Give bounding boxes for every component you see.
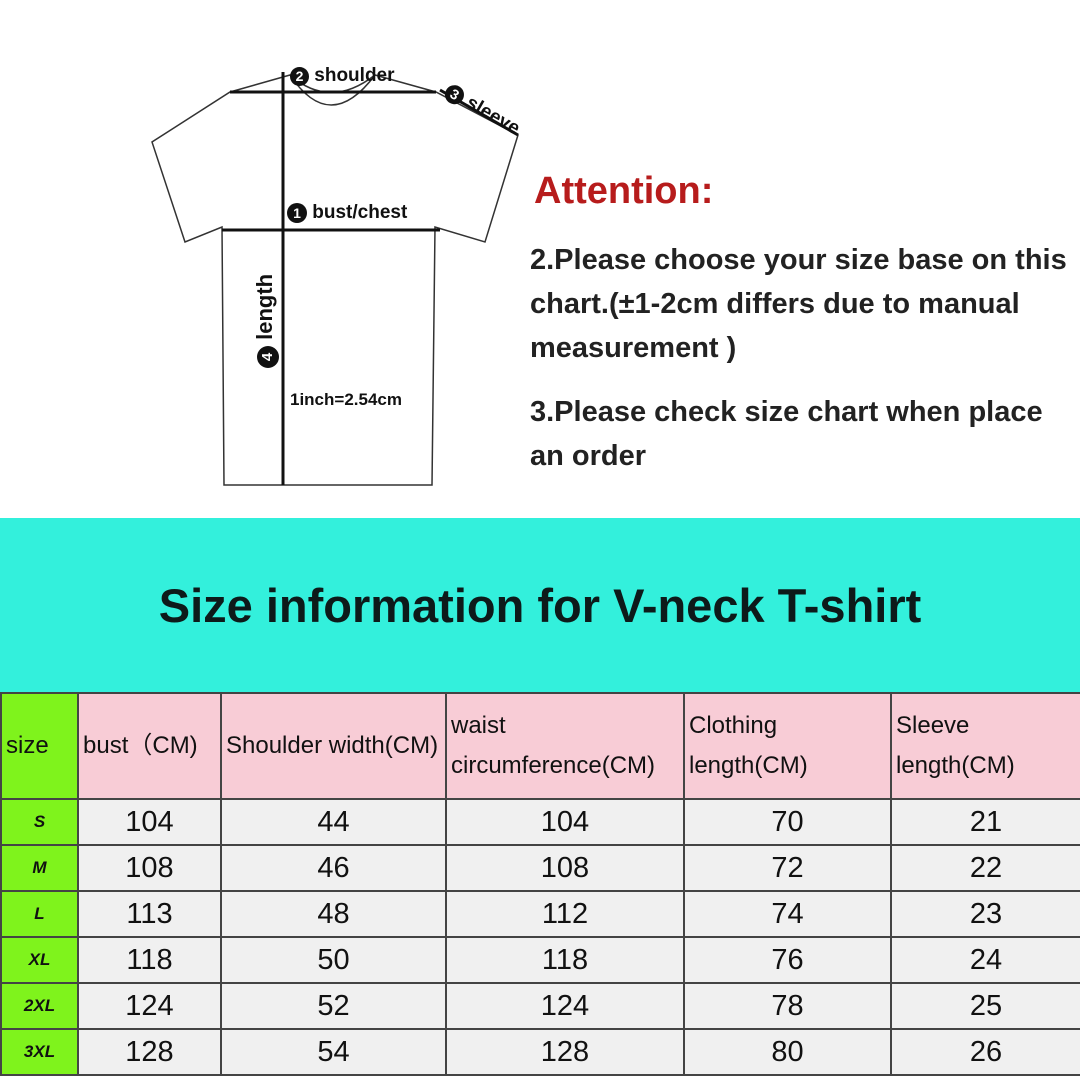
marker-4: 4 (257, 346, 279, 368)
cell-sleeve: 26 (890, 1028, 1080, 1076)
cell-shoulder: 50 (220, 936, 447, 984)
cell-bust: 104 (77, 798, 222, 846)
table-row: M 108 46 108 72 22 (0, 844, 1080, 892)
table-row: S 104 44 104 70 21 (0, 798, 1080, 846)
cell-waist: 112 (445, 890, 685, 938)
table-row: 3XL 128 54 128 80 26 (0, 1028, 1080, 1076)
cell-bust: 124 (77, 982, 222, 1030)
attention-notes: 2.Please choose your size base on this c… (530, 238, 1075, 478)
cell-length: 78 (683, 982, 892, 1030)
header-length: Clothing length(CM) (683, 692, 892, 800)
header-sleeve: Sleeve length(CM) (890, 692, 1080, 800)
header-shoulder: Shoulder width(CM) (220, 692, 447, 800)
cell-size: 3XL (0, 1028, 79, 1076)
cell-waist: 104 (445, 798, 685, 846)
table-title: Size information for V-neck T-shirt (158, 579, 922, 632)
cell-bust: 113 (77, 890, 222, 938)
table-row: 2XL 124 52 124 78 25 (0, 982, 1080, 1030)
cell-length: 74 (683, 890, 892, 938)
bust-label: 1 bust/chest (287, 202, 407, 224)
length-label: 4 length (252, 274, 279, 368)
cell-sleeve: 24 (890, 936, 1080, 984)
cell-shoulder: 46 (220, 844, 447, 892)
cell-waist: 128 (445, 1028, 685, 1076)
header-bust: bust（CM) (77, 692, 222, 800)
header-size: size (0, 692, 79, 800)
cell-size: S (0, 798, 79, 846)
cell-sleeve: 25 (890, 982, 1080, 1030)
cell-sleeve: 21 (890, 798, 1080, 846)
cell-bust: 128 (77, 1028, 222, 1076)
cell-waist: 108 (445, 844, 685, 892)
cell-shoulder: 48 (220, 890, 447, 938)
conversion-label: 1inch=2.54cm (290, 390, 402, 409)
cell-sleeve: 22 (890, 844, 1080, 892)
attention-title: Attention: (534, 170, 714, 212)
size-table: size bust（CM) Shoulder width(CM) waist c… (0, 692, 1080, 1076)
cell-waist: 118 (445, 936, 685, 984)
cell-length: 70 (683, 798, 892, 846)
cell-sleeve: 23 (890, 890, 1080, 938)
marker-1: 1 (287, 203, 307, 223)
table-row: L 113 48 112 74 23 (0, 890, 1080, 938)
shoulder-text: shoulder (314, 65, 395, 86)
table-header-row: size bust（CM) Shoulder width(CM) waist c… (0, 692, 1080, 800)
header-waist: waist circumference(CM) (445, 692, 685, 800)
cell-size: L (0, 890, 79, 938)
cell-length: 80 (683, 1028, 892, 1076)
bust-text: bust/chest (312, 202, 408, 223)
tshirt-measurement-diagram: 2 shoulder 3 sleeve 1 bust/chest 4 lengt… (140, 50, 540, 490)
table-row: XL 118 50 118 76 24 (0, 936, 1080, 984)
title-banner (0, 518, 1080, 692)
cell-bust: 118 (77, 936, 222, 984)
cell-size: M (0, 844, 79, 892)
cell-bust: 108 (77, 844, 222, 892)
cell-waist: 124 (445, 982, 685, 1030)
note-size-choice: 2.Please choose your size base on this c… (530, 244, 1067, 364)
length-text: length (252, 273, 277, 340)
cell-shoulder: 52 (220, 982, 447, 1030)
cell-shoulder: 54 (220, 1028, 447, 1076)
cell-size: 2XL (0, 982, 79, 1030)
cell-size: XL (0, 936, 79, 984)
cell-length: 76 (683, 936, 892, 984)
marker-2: 2 (290, 67, 309, 86)
shoulder-label: 2 shoulder (290, 65, 395, 87)
cell-shoulder: 44 (220, 798, 447, 846)
cell-length: 72 (683, 844, 892, 892)
note-check-chart: 3.Please check size chart when place an … (530, 396, 1043, 472)
